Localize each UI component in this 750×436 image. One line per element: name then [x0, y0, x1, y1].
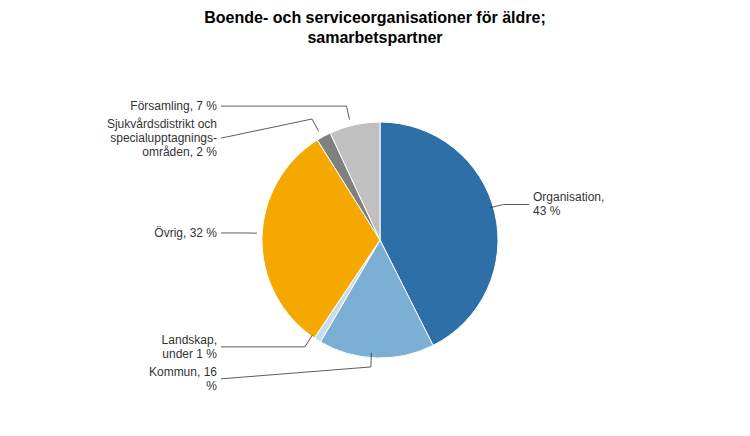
- svg-text:Organisation,43 %: Organisation,43 %: [533, 190, 604, 218]
- svg-text:Sjukvårdsdistrikt ochspecialup: Sjukvårdsdistrikt ochspecialupptagnings-…: [107, 117, 217, 159]
- svg-text:Församling, 7 %: Församling, 7 %: [130, 99, 217, 113]
- svg-text:Kommun, 16%: Kommun, 16%: [149, 365, 217, 393]
- html-text:Boende- och serviceorganisatio: Boende- och serviceorganisationer för äl…: [204, 9, 546, 46]
- svg-text:Landskap,under 1 %: Landskap,under 1 %: [162, 333, 218, 361]
- svg-text:Övrig, 32 %: Övrig, 32 %: [154, 226, 217, 240]
